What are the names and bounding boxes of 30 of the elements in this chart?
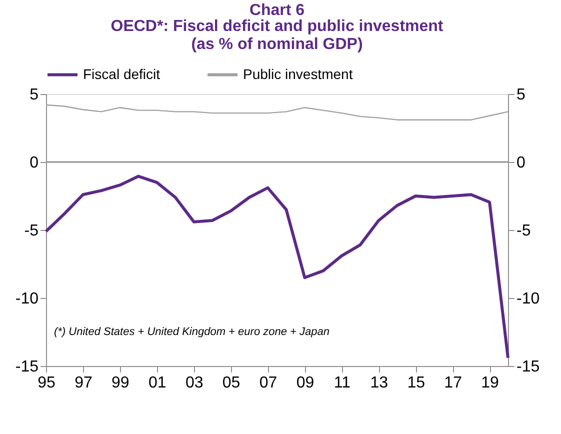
y2-tick-label: -15 (516, 358, 540, 376)
y-tick-label: -5 (24, 222, 39, 240)
chart-subtitle: OECD*: Fiscal deficit and public investment (as % of nominal GDP) (110, 18, 444, 53)
x-tick-label: 09 (296, 374, 314, 392)
x-tick-label: 07 (259, 374, 278, 392)
annotation: (*) United States + United Kingdom + euro zone + Japan (54, 326, 330, 338)
chart-title: Chart 6 (249, 2, 305, 19)
x-tick-label: 11 (334, 374, 351, 392)
x-tick-label: 01 (148, 374, 166, 392)
x-tick-label: 15 (407, 374, 426, 392)
x-tick-label: 03 (185, 374, 204, 392)
x-tick-label: 95 (38, 374, 56, 392)
y2-tick-label: 0 (516, 154, 526, 172)
y-tick-label: -10 (15, 290, 39, 308)
y-tick-label: 0 (30, 154, 39, 172)
legend-label: Public investment (243, 66, 353, 82)
y-tick-label: -15 (15, 358, 39, 376)
x-tick-label: 19 (481, 374, 500, 392)
line-series (45, 104, 509, 120)
y2-tick-label: 5 (516, 86, 526, 104)
x-tick-label: 97 (74, 374, 92, 392)
x-tick-label: 99 (112, 374, 130, 392)
y2-tick-label: -10 (516, 290, 540, 308)
y-tick-label: 5 (30, 86, 39, 104)
x-tick-label: 05 (222, 374, 240, 392)
x-tick-label: 13 (370, 374, 388, 392)
line-series (44, 174, 510, 360)
x-tick-label: 17 (444, 374, 462, 392)
legend-label: Fiscal deficit (83, 66, 160, 82)
y2-tick-label: -5 (516, 222, 531, 240)
